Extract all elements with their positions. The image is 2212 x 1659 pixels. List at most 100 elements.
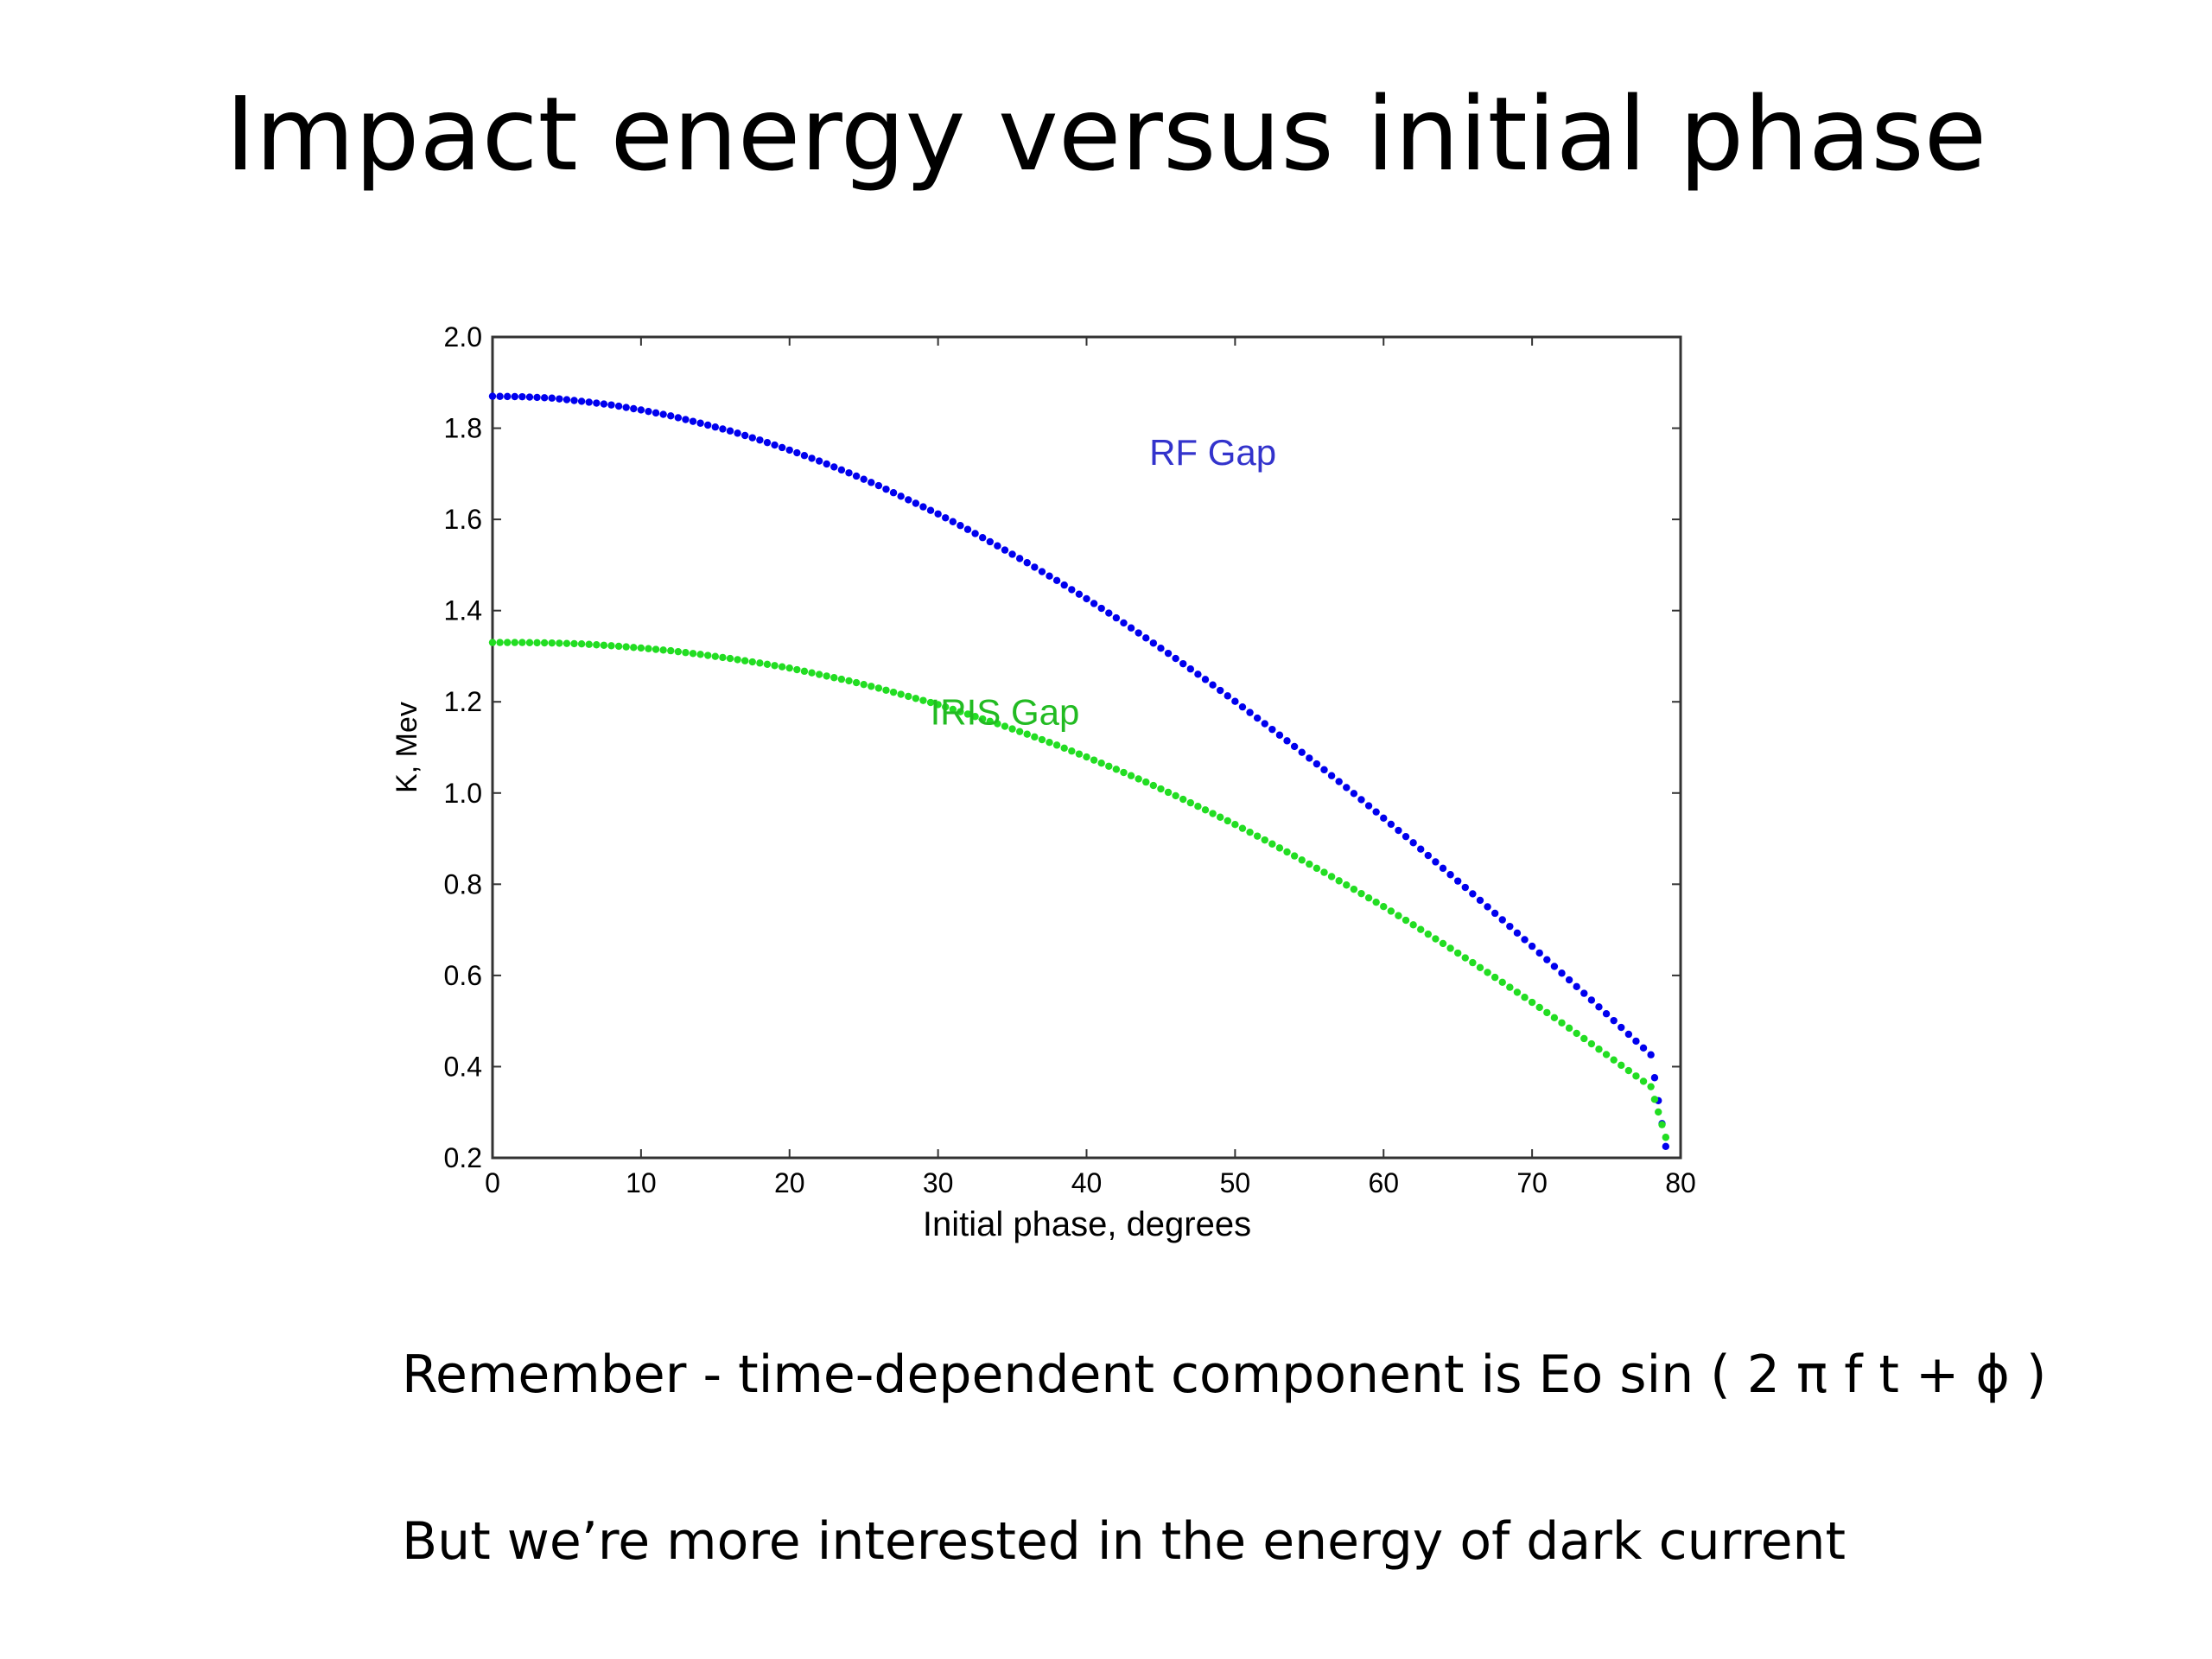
data-point [919, 503, 927, 511]
data-point [1157, 645, 1165, 652]
data-point [1587, 1039, 1596, 1048]
data-point [1224, 817, 1231, 825]
data-point [1650, 1074, 1659, 1082]
data-point [1476, 896, 1484, 905]
data-point [1655, 1108, 1662, 1116]
data-point [845, 469, 853, 477]
data-point [1008, 550, 1016, 558]
data-point [525, 393, 534, 401]
data-point [1083, 594, 1090, 603]
data-point [1580, 1034, 1588, 1043]
data-point [1506, 922, 1514, 931]
data-point [1253, 832, 1262, 840]
data-point [1364, 802, 1373, 810]
data-point [957, 708, 964, 715]
data-point [1491, 909, 1499, 918]
data-point [793, 448, 801, 457]
series-annotation-1: IRIS Gap [931, 692, 1080, 733]
y-tick-label: 0.8 [444, 868, 482, 899]
data-point [1001, 546, 1009, 554]
y-tick-labels: 0.2 0.4 0.6 0.8 1.0 1.2 1.4 1.6 1.8 2.0 [444, 321, 482, 1173]
data-point [1335, 877, 1343, 885]
data-point [963, 710, 972, 718]
data-point [1023, 730, 1031, 738]
data-point [1179, 659, 1187, 668]
plot-frame [491, 335, 1682, 1160]
data-point [1409, 839, 1417, 847]
data-point [808, 454, 816, 462]
x-tick-label: 70 [1516, 1167, 1548, 1198]
data-point [1112, 766, 1121, 773]
data-point [719, 425, 727, 433]
data-point [1238, 824, 1247, 832]
data-point [1624, 1066, 1633, 1075]
data-point [667, 412, 675, 420]
data-point [815, 457, 823, 465]
data-point [1283, 737, 1291, 745]
data-point [1535, 1003, 1543, 1012]
data-point [1164, 649, 1173, 658]
data-point [741, 431, 749, 440]
data-point [1105, 609, 1113, 617]
data-point [1083, 753, 1090, 761]
data-point [488, 392, 497, 400]
data-point [1469, 958, 1477, 967]
data-point [830, 674, 838, 682]
data-point [986, 537, 994, 546]
data-point [682, 649, 690, 657]
axis-ticks [492, 336, 1681, 1159]
data-point [905, 496, 912, 504]
data-point [1550, 963, 1559, 970]
data-point [711, 652, 720, 660]
data-point [1439, 939, 1447, 948]
data-point [533, 393, 541, 402]
data-point [1639, 1044, 1648, 1052]
data-point [1038, 568, 1046, 575]
x-tick-labels: 0 10 20 30 40 50 60 70 80 [485, 1167, 1696, 1198]
data-point [1120, 619, 1128, 627]
data-point [496, 639, 504, 646]
data-point [734, 656, 741, 664]
data-point [1112, 613, 1121, 622]
data-point [1417, 925, 1425, 933]
data-point [518, 392, 526, 401]
data-point [1558, 1019, 1566, 1027]
data-point [1618, 1061, 1625, 1070]
y-tick-label: 1.4 [444, 595, 482, 626]
data-point [785, 664, 793, 672]
data-point [889, 688, 898, 696]
data-point [1231, 820, 1239, 829]
data-point [1090, 756, 1098, 764]
data-point [1231, 697, 1239, 705]
data-point [934, 510, 942, 518]
series-1 [488, 639, 1670, 1141]
data-point [1506, 983, 1514, 991]
data-point [734, 429, 741, 437]
data-point [1357, 889, 1365, 898]
data-point [1172, 791, 1179, 800]
data-point [1046, 572, 1053, 580]
data-point [1543, 956, 1551, 963]
data-point [1142, 634, 1150, 642]
data-point [585, 640, 593, 648]
data-point [1135, 775, 1142, 783]
data-point [1090, 600, 1098, 607]
data-point [1290, 742, 1299, 751]
data-point [1432, 935, 1440, 943]
data-point [548, 394, 556, 402]
data-point [912, 499, 920, 507]
data-point [1453, 877, 1462, 885]
data-point [630, 404, 638, 413]
data-point [778, 443, 786, 452]
data-point [949, 705, 957, 714]
data-point [518, 639, 526, 646]
data-point [719, 653, 727, 662]
data-point [607, 401, 615, 409]
data-point [689, 650, 697, 658]
data-point [815, 671, 823, 678]
data-point [1268, 725, 1276, 734]
data-point [912, 695, 920, 702]
data-point [556, 639, 563, 647]
data-point [1246, 828, 1254, 836]
data-point [1290, 852, 1299, 860]
